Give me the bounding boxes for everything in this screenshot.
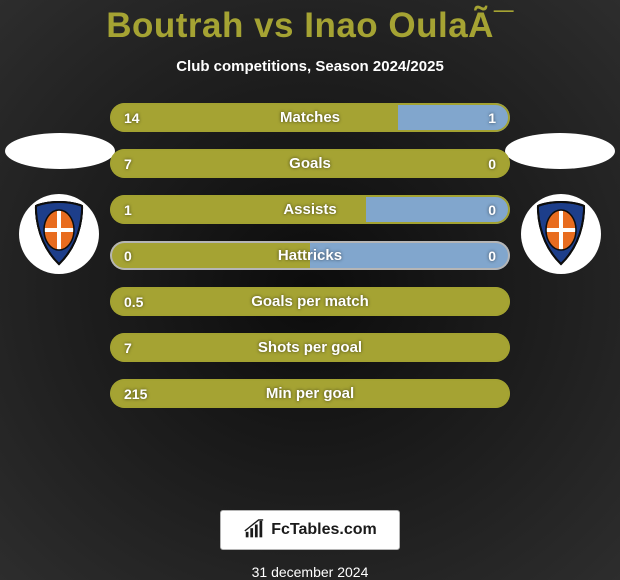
stat-value-left: 0 <box>124 248 132 264</box>
stat-value-left: 14 <box>124 110 140 126</box>
stat-label: Assists <box>283 201 336 218</box>
site-badge[interactable]: FcTables.com <box>220 510 400 550</box>
stat-value-right: 0 <box>488 156 496 172</box>
stat-value-right: 1 <box>488 110 496 126</box>
stat-value-left: 1 <box>124 202 132 218</box>
date: 31 december 2024 <box>252 564 369 580</box>
stat-value-left: 7 <box>124 340 132 356</box>
player-right-avatar-placeholder <box>505 133 615 169</box>
stat-row: 7 Shots per goal <box>110 333 510 362</box>
stat-label: Hattricks <box>278 247 342 264</box>
player-left-avatar-placeholder <box>5 133 115 169</box>
comparison-chart: 14 1 Matches 7 0 Goals 1 0 Assists 0 0 Hattricks 0.5… <box>0 103 620 500</box>
stat-rows: 14 1 Matches 7 0 Goals 1 0 Assists 0 0 Hattricks 0.5… <box>110 103 510 408</box>
stat-bar-left <box>110 103 398 132</box>
stat-label: Goals per match <box>251 293 369 310</box>
stat-value-left: 0.5 <box>124 294 143 310</box>
stat-value-left: 215 <box>124 386 147 402</box>
stat-row: 215 Min per goal <box>110 379 510 408</box>
stat-value-right: 0 <box>488 248 496 264</box>
stat-value-right: 0 <box>488 202 496 218</box>
stat-label: Goals <box>289 155 331 172</box>
stat-row: 7 0 Goals <box>110 149 510 178</box>
stat-label: Shots per goal <box>258 339 362 356</box>
club-logo-left <box>19 194 99 274</box>
bar-chart-icon <box>243 519 265 541</box>
site-badge-text: FcTables.com <box>271 521 377 539</box>
club-logo-right <box>521 194 601 274</box>
stat-label: Min per goal <box>266 385 354 402</box>
stat-row: 1 0 Assists <box>110 195 510 224</box>
stat-label: Matches <box>280 109 340 126</box>
stat-value-left: 7 <box>124 156 132 172</box>
stat-row: 0 0 Hattricks <box>110 241 510 270</box>
stat-row: 14 1 Matches <box>110 103 510 132</box>
page-title: Boutrah vs Inao OulaÃ¯ <box>106 6 514 46</box>
stat-row: 0.5 Goals per match <box>110 287 510 316</box>
subtitle: Club competitions, Season 2024/2025 <box>176 58 444 75</box>
